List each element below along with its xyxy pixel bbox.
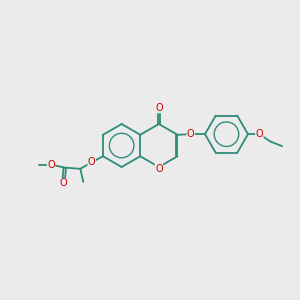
Text: O: O <box>60 178 68 188</box>
Text: O: O <box>187 129 194 139</box>
Text: O: O <box>256 129 263 139</box>
Text: O: O <box>47 160 55 170</box>
Text: O: O <box>155 103 163 113</box>
Text: O: O <box>88 157 95 167</box>
Text: O: O <box>155 164 163 174</box>
